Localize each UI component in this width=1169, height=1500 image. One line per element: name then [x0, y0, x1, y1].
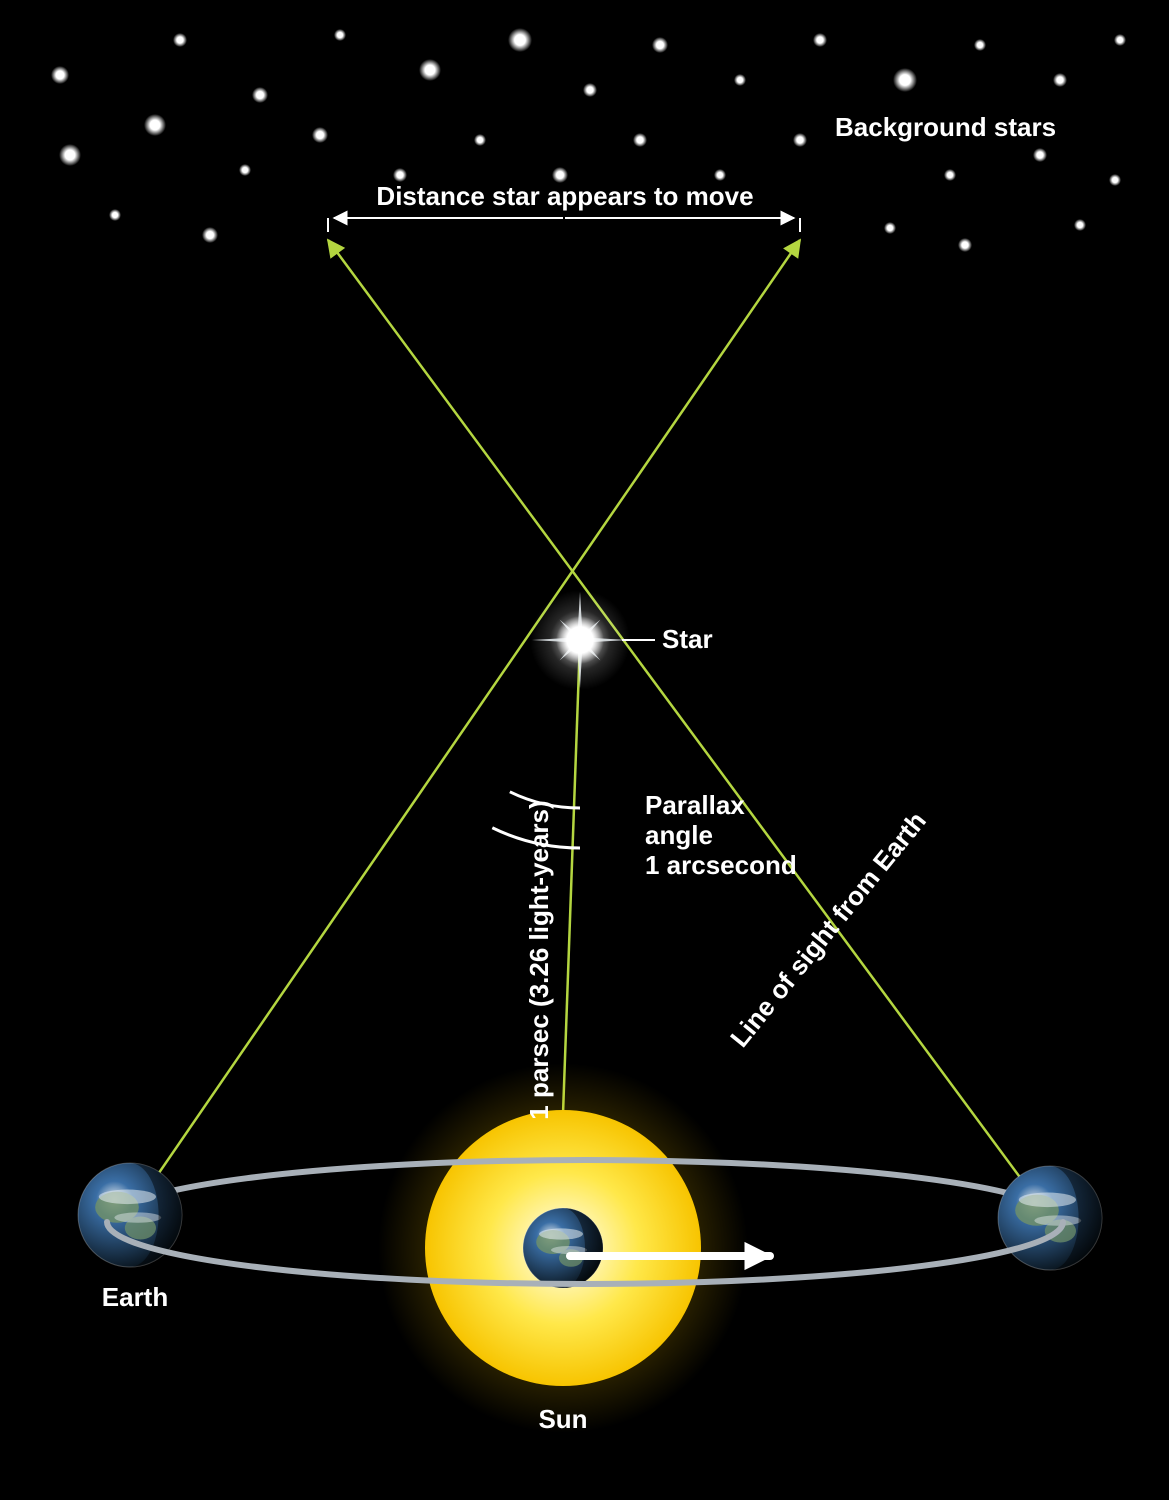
earth-right — [998, 1166, 1102, 1270]
background-star — [508, 28, 532, 52]
background-star — [202, 227, 218, 243]
background-star — [958, 238, 972, 252]
target-star — [530, 590, 630, 690]
label-sun: Sun — [538, 1404, 587, 1434]
sun-star-line — [563, 640, 580, 1114]
background-star — [1109, 174, 1121, 186]
background-star — [59, 144, 81, 166]
background-star — [652, 37, 668, 53]
label-parallax-2: angle — [645, 820, 713, 850]
label-parsec: 1 parsec (3.26 light-years) — [524, 800, 554, 1119]
background-star — [144, 114, 166, 136]
background-star — [393, 168, 407, 182]
background-star — [944, 169, 956, 181]
background-star — [1114, 34, 1126, 46]
background-star — [974, 39, 986, 51]
background-star — [312, 127, 328, 143]
earth-center — [523, 1208, 603, 1288]
label-star: Star — [662, 624, 713, 654]
label-parallax-3: 1 arcsecond — [645, 850, 797, 880]
background-star — [734, 74, 746, 86]
background-star — [893, 68, 917, 92]
background-star — [884, 222, 896, 234]
background-star — [474, 134, 486, 146]
background-star — [419, 59, 441, 81]
sight-line-right — [328, 240, 1050, 1218]
background-star — [633, 133, 647, 147]
background-star — [239, 164, 251, 176]
background-star — [583, 83, 597, 97]
background-star — [793, 133, 807, 147]
background-star — [714, 169, 726, 181]
sight-line-left — [130, 240, 800, 1215]
background-star — [1033, 148, 1047, 162]
background-star — [109, 209, 121, 221]
label-earth: Earth — [102, 1282, 168, 1312]
background-star — [1053, 73, 1067, 87]
label-distance-move: Distance star appears to move — [376, 181, 753, 211]
label-parallax-1: Parallax — [645, 790, 745, 820]
background-star — [1074, 219, 1086, 231]
label-background-stars: Background stars — [835, 112, 1056, 142]
background-star — [173, 33, 187, 47]
parallax-diagram: Background stars Distance star appears to… — [0, 0, 1169, 1500]
background-star — [51, 66, 69, 84]
background-star — [334, 29, 346, 41]
distance-bracket-ticks — [328, 218, 800, 232]
background-star — [252, 87, 268, 103]
background-star — [813, 33, 827, 47]
